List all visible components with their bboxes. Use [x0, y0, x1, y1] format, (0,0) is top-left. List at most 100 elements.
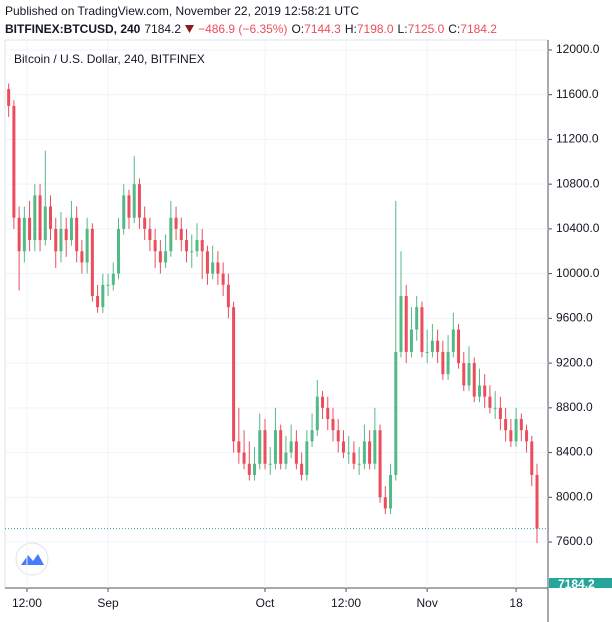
candle-body — [457, 329, 461, 364]
candle-body — [509, 430, 513, 442]
candle-body — [368, 441, 372, 464]
y-tick-label: 10000.0 — [556, 266, 600, 280]
candle-body — [514, 419, 518, 442]
price: 7184.2 — [144, 22, 182, 36]
candle-body — [7, 89, 11, 106]
candle-body — [300, 463, 304, 475]
plot-frame — [4, 39, 549, 589]
down-arrow — [185, 25, 195, 33]
candle-body — [43, 206, 47, 241]
candle-body — [205, 251, 209, 274]
candle-body — [127, 195, 131, 218]
candle-body — [195, 240, 199, 252]
candle-body — [221, 273, 225, 285]
ohlc-value: 7125.0 — [407, 22, 445, 36]
ohlc-item: C:7184.2 — [448, 22, 497, 36]
y-tick-label: 10800.0 — [556, 176, 600, 190]
candle-body — [441, 351, 445, 375]
published-line: Published on TradingView.com, November 2… — [5, 4, 359, 18]
candle-body — [64, 228, 68, 241]
candle-body — [404, 295, 408, 352]
candle-body — [85, 228, 89, 263]
candle-body — [430, 340, 434, 352]
candle-body — [28, 217, 32, 241]
candle-body — [247, 463, 251, 475]
x-tick-label: 12:00 — [331, 596, 361, 610]
candle-body — [451, 329, 455, 352]
candle-body — [90, 228, 94, 296]
candle-body — [383, 497, 387, 509]
candle-body — [237, 441, 241, 453]
y-tick-label: 9200.0 — [556, 355, 593, 369]
candle-body — [59, 228, 63, 252]
candle-body — [341, 441, 345, 453]
chart-title: Bitcoin / U.S. Dollar, 240, BITFINEX — [14, 52, 205, 66]
candle-body — [101, 284, 105, 308]
candle-body — [462, 363, 466, 386]
candle-body — [96, 295, 100, 308]
last-price-box — [549, 578, 612, 588]
ohlc-item: L:7125.0 — [398, 22, 445, 36]
candle-body — [399, 295, 403, 352]
y-tick-label: 7600.0 — [556, 534, 593, 548]
candle-body — [279, 430, 283, 464]
candle-body — [415, 307, 419, 330]
candle-body — [232, 307, 236, 442]
symbol-line: BITFINEX:BTCUSD, 240 7184.2 −486.9 (−6.3… — [5, 22, 497, 36]
candle-body — [436, 340, 440, 352]
candle-body — [268, 463, 272, 465]
x-tick-label: Oct — [256, 596, 275, 610]
candle-body — [253, 463, 257, 475]
y-tick-label: 12000.0 — [556, 42, 600, 56]
ohlc-label: C: — [448, 22, 461, 36]
candle-body — [54, 228, 58, 252]
ohlc: O:7144.3 H:7198.0 L:7125.0 C:7184.2 — [291, 22, 497, 36]
candle-body — [347, 452, 351, 454]
candle-body — [331, 419, 335, 431]
candle-body — [326, 407, 330, 420]
candle-body — [467, 363, 471, 386]
candle-body — [185, 240, 189, 252]
ohlc-value: 7198.0 — [356, 22, 394, 36]
candle-body — [106, 284, 110, 286]
last-price-label: 7184.2 — [558, 577, 595, 591]
candle-body — [49, 206, 53, 229]
candle-body — [488, 396, 492, 408]
candle-body — [153, 240, 157, 252]
candle-body — [12, 105, 16, 218]
candle-body — [420, 307, 424, 352]
candle-body — [226, 284, 230, 308]
candle-body — [200, 240, 204, 252]
candle-body — [378, 430, 382, 498]
candle-body — [148, 228, 152, 241]
candle-body — [289, 441, 293, 453]
candle-body — [394, 351, 398, 475]
symbol: BITFINEX:BTCUSD, 240 — [5, 22, 141, 36]
candle-body — [493, 407, 497, 409]
candle-body — [352, 452, 356, 464]
candle-body — [75, 217, 79, 252]
candle-body — [498, 407, 502, 420]
candle-body — [357, 463, 361, 465]
candle-body — [80, 251, 84, 263]
y-tick-label: 11600.0 — [556, 87, 599, 101]
ohlc-value: 7184.2 — [460, 22, 497, 36]
candle-body — [216, 262, 220, 274]
candle-body — [362, 441, 366, 464]
candle-body — [143, 217, 147, 229]
candle-body — [132, 184, 136, 218]
candle-body — [504, 419, 508, 431]
candle-body — [137, 184, 141, 218]
candle-body — [122, 195, 126, 229]
change: −486.9 (−6.35%) — [198, 22, 288, 36]
x-tick-label: Sep — [97, 596, 119, 610]
candle-body — [164, 251, 168, 263]
candle-body — [535, 474, 539, 529]
candle-body — [446, 351, 450, 375]
y-tick-label: 10400.0 — [556, 221, 600, 235]
candle-body — [17, 217, 21, 252]
candle-body — [22, 217, 26, 252]
candle-body — [294, 441, 298, 464]
logo — [15, 542, 49, 576]
